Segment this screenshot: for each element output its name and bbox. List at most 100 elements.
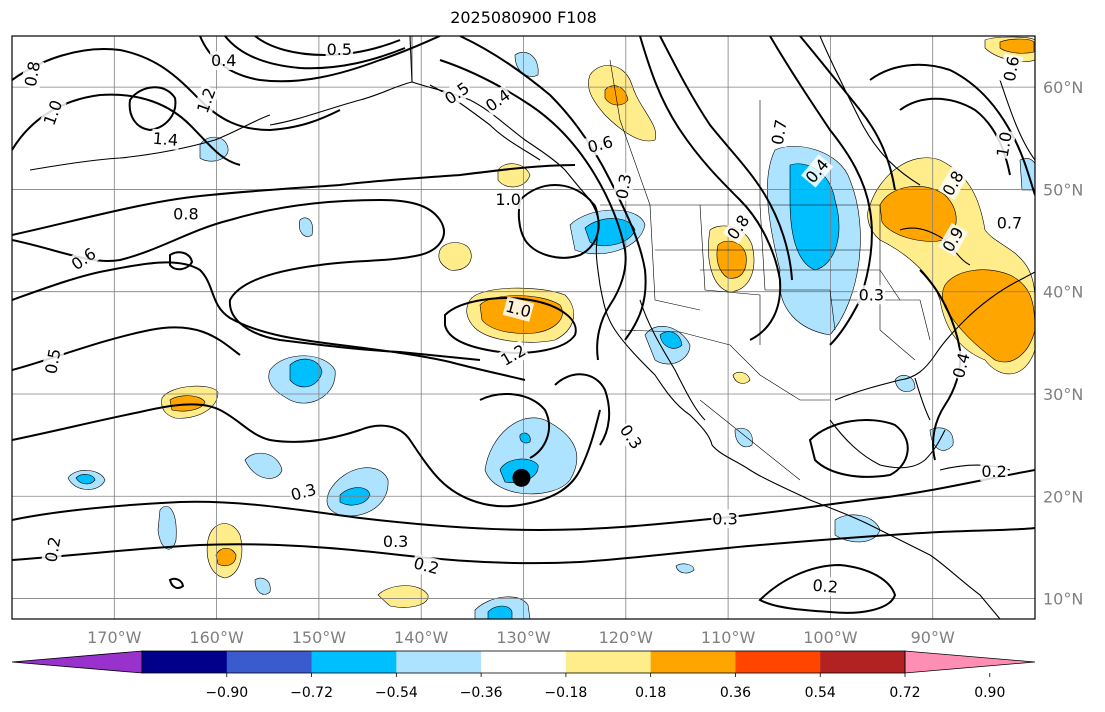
political-borders [411, 36, 931, 481]
contour-label-halo [440, 77, 474, 109]
colorbar-tick-label: −0.72 [290, 685, 333, 701]
border-state-7 [879, 205, 916, 361]
contour-16 [439, 59, 627, 361]
contour-label: 1.0 [993, 130, 1016, 158]
contour-label: 1.4 [152, 129, 179, 150]
colorbar-segment [565, 651, 652, 673]
contour-14 [224, 36, 406, 70]
contour-label-halo [857, 285, 886, 305]
neg-region-storm [484, 417, 578, 495]
neg-region-west [244, 452, 283, 479]
contour-label-halo [711, 509, 739, 529]
colorbar-segment [396, 651, 482, 673]
colorbar-segment [735, 651, 821, 673]
contour-label: 0.8 [173, 204, 198, 223]
lon-tick-label: 120°W [599, 628, 654, 647]
contour-label: 0.7 [768, 118, 791, 146]
contour-20 [639, 36, 782, 341]
colorbar-segment [481, 651, 567, 673]
colorbar-tick-label: 0.36 [720, 685, 751, 701]
contour-label-halo [150, 128, 180, 150]
contour-label: 0.3 [859, 285, 884, 304]
contour-label: 0.3 [616, 421, 646, 453]
lon-tick-label: 150°W [292, 628, 347, 647]
colorbar-segment [311, 651, 397, 673]
contour-label: 0.6 [68, 244, 100, 274]
contour-27 [479, 393, 550, 459]
colorbar-tick-label: −0.36 [460, 685, 503, 701]
neg-core-wfar [75, 474, 96, 485]
pos-core-ne [999, 38, 1035, 54]
colorbar-frame [141, 650, 906, 674]
contour-label: 0.6 [1000, 55, 1023, 83]
anomaly-shading [67, 36, 1035, 619]
contour-label-halo [801, 154, 834, 188]
neg-region-gulf [299, 217, 313, 237]
neg-region-keys [894, 375, 916, 393]
contour-label-halo [980, 462, 1008, 482]
colorbar-segment [142, 651, 228, 673]
contour-28 [554, 373, 611, 446]
neg-region-s2 [157, 505, 177, 550]
contour-label-halo [325, 39, 354, 59]
contour-18 [517, 184, 600, 259]
lon-tick-label: 170°W [87, 628, 142, 647]
contour-label: 0.3 [383, 532, 408, 551]
border-state-1 [649, 204, 701, 311]
contour-15 [254, 36, 401, 57]
contour-label-halo [992, 129, 1017, 160]
contour-label: 0.7 [997, 214, 1022, 233]
colorbar-tick-label: 0.72 [889, 685, 920, 701]
neg-region-gulfmx [929, 427, 954, 451]
border-state-2 [699, 204, 761, 345]
coast-florida [914, 377, 931, 421]
pos-core-mountain [716, 240, 747, 279]
coast-aleutians [29, 114, 271, 171]
contour-8 [758, 563, 897, 614]
contour-label-halo [938, 166, 969, 200]
contour-label-halo [381, 531, 410, 551]
contour-label-halo [612, 171, 636, 202]
contour-label-halo [938, 222, 969, 257]
contour-label: 0.5 [41, 347, 64, 375]
contour-1 [12, 164, 576, 236]
lat-tick-label: 30°N [1043, 385, 1083, 404]
contour-label: 1.2 [497, 341, 529, 370]
neg-core-sm [519, 432, 531, 444]
contour-label: 0.2 [412, 553, 442, 578]
contour-6 [12, 469, 1035, 532]
pos-region-tx [732, 371, 751, 384]
border-province-1 [609, 59, 651, 206]
contour-label-halo [66, 243, 101, 275]
contour-label-halo [502, 296, 535, 322]
lon-tick-label: 140°W [394, 628, 449, 647]
map-frame [11, 35, 1036, 620]
coast-gulf [834, 271, 1035, 401]
coast-hudson [819, 36, 921, 186]
contour-label-halo [948, 349, 975, 382]
coastlines [29, 36, 1035, 619]
pos-region-pac2 [438, 242, 472, 271]
contour-23 [799, 36, 896, 191]
colorbar-tick-label: 0.18 [635, 685, 666, 701]
latitude-labels: 60°N 50°N 40°N 30°N 20°N 10°N [1043, 78, 1083, 608]
contour-label: 0.3 [612, 172, 635, 200]
lat-tick-label: 10°N [1043, 590, 1083, 609]
contour-10 [12, 48, 341, 132]
contour-7 [12, 527, 1035, 565]
neg-region-sm3 [734, 427, 753, 448]
colorbar-tick-label: 0.90 [974, 685, 1005, 701]
contour-label-halo [722, 210, 754, 244]
contour-label-halo [41, 346, 65, 377]
lat-tick-label: 60°N [1043, 78, 1083, 97]
contour-lines [12, 36, 1035, 614]
map-title: 2025080900 F108 [450, 8, 597, 27]
contour-label: 0.4 [949, 351, 974, 381]
neg-region-sm1 [254, 577, 271, 595]
pos-core-east2 [941, 269, 1035, 363]
contour-label-halo [615, 420, 647, 454]
pos-core-sw [215, 547, 237, 566]
contour-label: 0.2 [41, 535, 64, 563]
contour-label-halo [810, 575, 840, 597]
contour-2 [12, 198, 481, 361]
